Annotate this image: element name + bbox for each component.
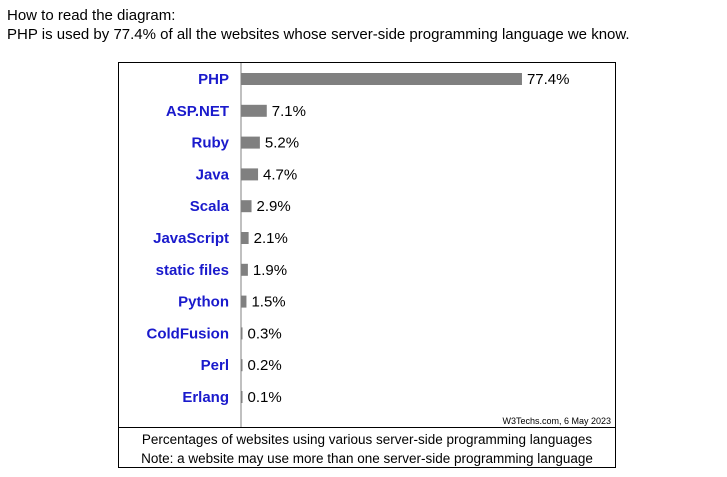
bar (241, 391, 243, 403)
bar-chart: PHP 77.4% ASP.NET 7.1% Ruby 5.2% Java 4.7% Scala… (119, 63, 615, 427)
category-label[interactable]: Scala (190, 198, 230, 215)
bar (241, 136, 260, 149)
bar (241, 73, 522, 85)
bar-chart-svg: PHP 77.4% ASP.NET 7.1% Ruby 5.2% Java 4.7% Scala… (147, 63, 570, 427)
category-label[interactable]: Python (178, 294, 229, 311)
category-label[interactable]: ColdFusion (147, 325, 230, 342)
value-label: 2.1% (254, 230, 288, 247)
bar (241, 232, 249, 244)
value-label: 0.3% (248, 325, 282, 342)
bar (241, 263, 248, 276)
category-label[interactable]: PHP (198, 71, 229, 88)
category-label[interactable]: Erlang (182, 389, 229, 406)
value-label: 2.9% (257, 198, 291, 215)
value-label: 5.2% (265, 135, 299, 152)
chart-frame: PHP 77.4% ASP.NET 7.1% Ruby 5.2% Java 4.7% Scala… (118, 62, 616, 468)
category-label[interactable]: JavaScript (153, 230, 229, 247)
bar (241, 295, 247, 308)
value-label: 1.9% (253, 262, 287, 279)
value-label: 0.2% (248, 357, 282, 374)
bar (241, 168, 259, 181)
category-label[interactable]: Java (196, 166, 230, 183)
intro-heading: How to read the diagram: (7, 7, 176, 24)
category-label[interactable]: Perl (201, 357, 229, 374)
intro-explanation: PHP is used by 77.4% of all the websites… (7, 26, 630, 43)
value-label: 4.7% (263, 166, 297, 183)
intro-text: How to read the diagram: PHP is used by … (7, 6, 630, 44)
caption-line-1: Percentages of websites using various se… (141, 432, 593, 447)
category-label[interactable]: static files (156, 262, 229, 279)
bar (241, 104, 267, 117)
value-label: 77.4% (527, 71, 570, 88)
category-label[interactable]: ASP.NET (166, 103, 229, 120)
bar (241, 327, 243, 340)
value-label: 7.1% (272, 103, 306, 120)
chart-caption: Percentages of websites using various se… (119, 427, 615, 467)
caption-line-2: Note: a website may use more than one se… (141, 451, 593, 466)
source-credit: W3Techs.com, 6 May 2023 (502, 416, 611, 426)
bar (241, 359, 243, 372)
value-label: 0.1% (248, 389, 282, 406)
value-label: 1.5% (251, 294, 285, 311)
bar (241, 200, 252, 213)
category-label[interactable]: Ruby (192, 135, 230, 152)
